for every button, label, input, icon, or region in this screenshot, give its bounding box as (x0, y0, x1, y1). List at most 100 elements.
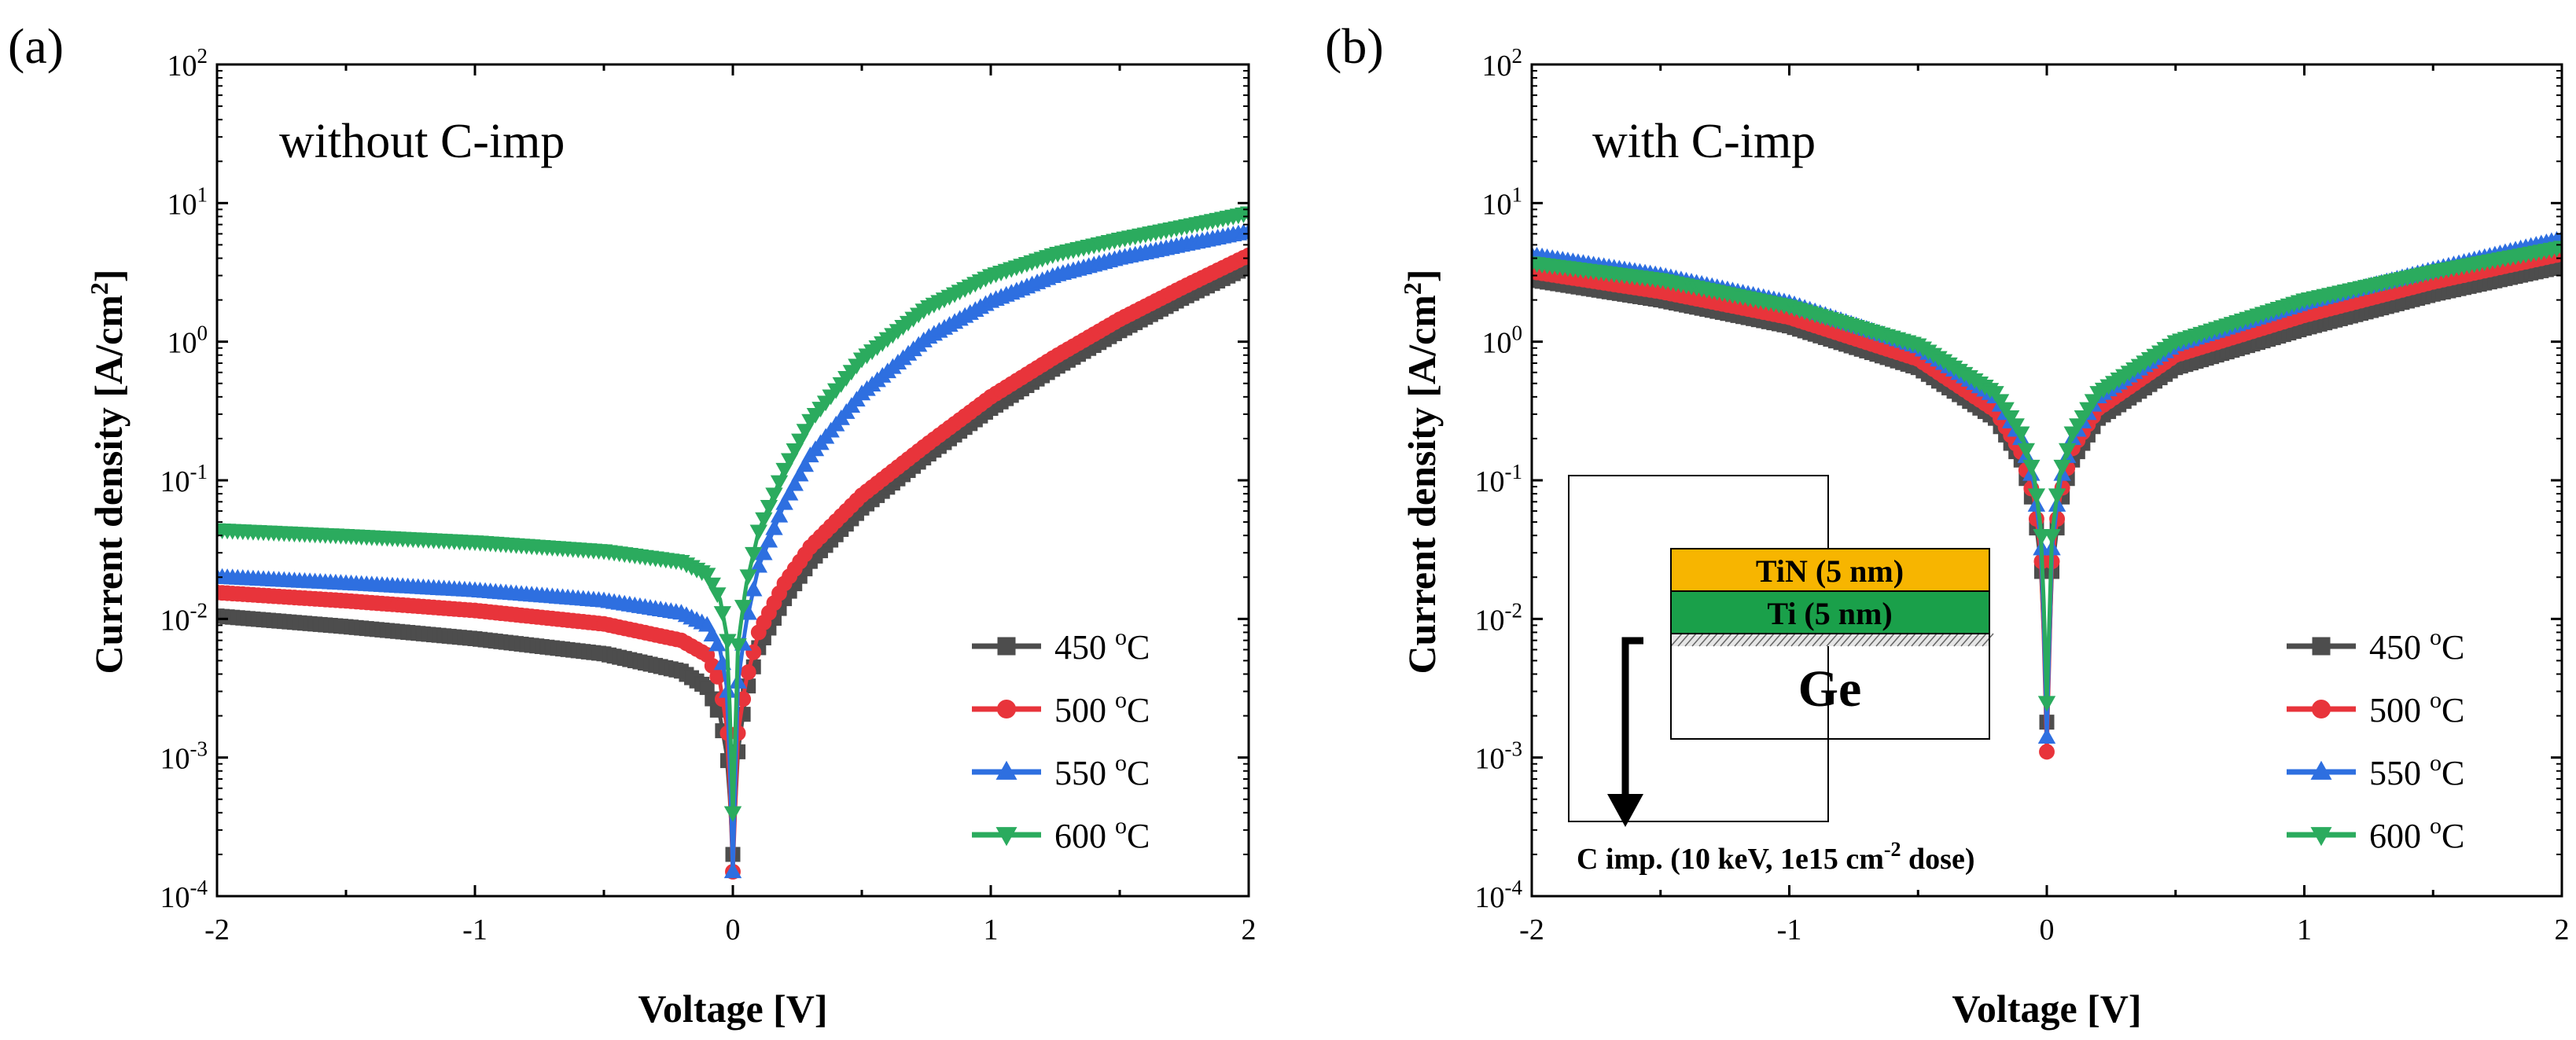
marker-a-2-110 (775, 494, 793, 510)
annotation-a: without C-imp (279, 115, 565, 168)
legend-label-b-0: 450 oC (2369, 624, 2464, 667)
x-tick-label-b-0: -2 (1519, 913, 1544, 946)
marker-b-0-200 (2554, 259, 2562, 274)
y-tick-label-b-4: 100 (1482, 322, 1523, 360)
legend-marker-b-0 (2312, 637, 2331, 656)
tin-layer (1670, 548, 1990, 592)
marker-a-2-114 (796, 456, 815, 472)
y-axis-title-a: Current density [A/cm2] (85, 269, 131, 674)
legend-marker-a-1 (996, 699, 1017, 719)
y-tick-label-a-1: 10-3 (160, 737, 208, 776)
legend-label-a-0: 450 oC (1054, 624, 1150, 667)
marker-a-3-113 (791, 433, 809, 450)
x-tick-label-b-3: 1 (2297, 913, 2312, 946)
legend-marker-b-3 (2310, 827, 2332, 847)
ge-label: Ge (1798, 660, 1862, 718)
legend-b: 450 oC 500 oC 550 oC 600 oC (2287, 624, 2464, 855)
y-tick-label-b-0: 10-4 (1475, 876, 1523, 914)
marker-b-3-97 (2022, 459, 2041, 476)
tin-label: TiN (5 nm) (1756, 553, 1904, 589)
x-tick-label-b-1: -1 (1777, 913, 1802, 946)
legend-label-a-3: 600 oC (1054, 813, 1150, 855)
marker-a-2-105 (749, 557, 768, 573)
y-tick-label-a-6: 102 (167, 44, 208, 83)
marker-b-2-100 (2037, 728, 2056, 744)
marker-b-3-103 (2053, 459, 2071, 476)
y-tick-label-a-0: 10-4 (160, 876, 208, 914)
marker-a-3-100 (723, 806, 742, 822)
x-tick-label-a-3: 1 (984, 913, 999, 946)
ge-substrate (1670, 633, 1990, 740)
marker-b-3-94 (2007, 418, 2025, 435)
marker-a-2-111 (780, 484, 799, 501)
marker-b-3-95 (2012, 426, 2030, 443)
marker-a-2-107 (760, 531, 778, 548)
y-tick-label-b-6: 102 (1482, 44, 1523, 83)
marker-b-3-93 (2001, 410, 2020, 426)
marker-a-2-106 (755, 544, 773, 560)
y-tick-label-b-5: 101 (1482, 182, 1523, 221)
marker-a-3-200 (1239, 206, 1249, 222)
marker-b-3-96 (2017, 443, 2036, 459)
marker-a-3-105 (749, 524, 768, 541)
marker-b-3-101 (2043, 529, 2061, 545)
x-axis-title-a: Voltage [V] (638, 987, 827, 1031)
legend-label-b-1: 500 oC (2369, 687, 2464, 729)
implant-arrow-head (1607, 794, 1643, 827)
marker-a-3-107 (760, 500, 778, 516)
implant-label: C imp. (10 keV, 1e15 cm-2 dose) (1577, 838, 1975, 876)
legend-marker-b-1 (2311, 699, 2331, 719)
legend-label-b-3: 600 oC (2369, 813, 2464, 855)
marker-a-3-101 (729, 638, 747, 655)
panel-label-a: (a) (8, 18, 64, 74)
marker-a-2-113 (791, 465, 809, 482)
marker-a-3-104 (745, 546, 763, 563)
marker-b-3-104 (2058, 443, 2077, 459)
marker-a-3-111 (780, 453, 799, 469)
ti-layer (1670, 590, 1990, 634)
series-group-a (217, 206, 1249, 880)
marker-a-2-100 (723, 862, 742, 879)
marker-b-3-91 (1991, 394, 2010, 410)
x-tick-label-a-2: 0 (726, 913, 741, 946)
legend-marker-a-3 (995, 827, 1018, 847)
legend-marker-a-0 (997, 637, 1016, 656)
x-tick-label-a-4: 2 (1242, 913, 1257, 946)
marker-a-3-98 (713, 606, 732, 623)
y-tick-label-b-3: 10-1 (1475, 460, 1523, 498)
x-axis-title-b: Voltage [V] (1952, 987, 2141, 1031)
y-tick-label-a-4: 100 (167, 322, 208, 360)
marker-a-3-96 (703, 577, 721, 593)
series-a-2 (217, 222, 1249, 879)
marker-b-3-90 (1986, 386, 2004, 402)
x-tick-label-a-1: -1 (462, 913, 488, 946)
marker-a-3-103 (739, 569, 757, 586)
x-tick-label-b-2: 0 (2040, 913, 2055, 946)
ti-label: Ti (5 nm) (1767, 596, 1892, 631)
y-tick-label-b-2: 10-2 (1475, 598, 1523, 637)
implant-arrow-line (1621, 637, 1643, 798)
series-b-3 (1532, 241, 2562, 712)
marker-a-2-112 (786, 475, 804, 491)
marker-a-3-106 (755, 512, 773, 528)
legend-label-a-1: 500 oC (1054, 687, 1150, 729)
marker-a-3-109 (770, 475, 789, 491)
legend-label-b-2: 550 oC (2369, 750, 2464, 792)
panel-label-b: (b) (1325, 18, 1384, 74)
y-axis-title-b: Current density [A/cm2] (1398, 269, 1444, 674)
marker-a-3-114 (796, 424, 815, 440)
marker-b-3-92 (1996, 402, 2015, 418)
marker-b-3-102 (2048, 488, 2066, 505)
x-tick-label-a-0: -2 (204, 913, 230, 946)
interface-hatch (1670, 633, 1994, 647)
annotation-b: with C-imp (1592, 115, 1816, 168)
y-tick-label-a-2: 10-2 (160, 598, 208, 637)
panel-b: (b) -2 -1 0 1 2 10-4 10-3 10-2 10-1 100 101 102 wit… (1325, 18, 2570, 1031)
marker-a-3-110 (775, 462, 793, 479)
legend-marker-a-2 (995, 760, 1018, 780)
marker-b-3-98 (2027, 488, 2046, 505)
series-a-1 (217, 247, 1249, 880)
series-group-b (1532, 230, 2562, 760)
inset-frame (1568, 475, 1829, 822)
legend-a: 450 oC 500 oC 550 oC 600 oC (972, 624, 1150, 855)
